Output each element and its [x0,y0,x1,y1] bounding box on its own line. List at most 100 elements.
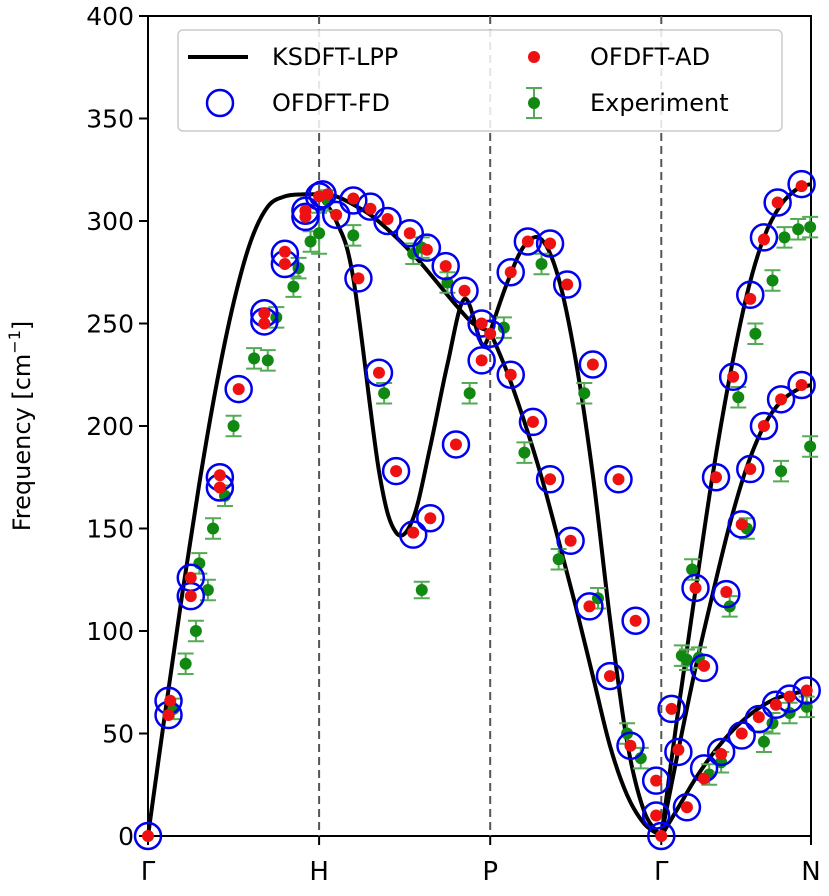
ofdft-fd-point-57 [718,362,748,392]
ofdft-fd-point-47 [616,731,645,761]
ofdft-fd-point-60 [736,454,765,484]
experiment-point-11 [285,275,302,298]
ofdft-ad-point-43 [544,473,557,486]
experiment-point-21 [461,381,478,405]
ofdft-ad-point-10 [278,245,291,258]
ofdft-ad-point-35 [544,237,557,250]
experiment-point-41 [755,730,772,753]
y-tick-label-2: 100 [86,617,134,646]
ksdft-lpp-lines [146,182,812,838]
experiment-point-2 [187,619,204,643]
ofdft-ad-point-38 [612,473,625,486]
ofdft-ad-point-44 [564,534,577,547]
ofdft-ad-point-11 [278,258,291,271]
legend-ofdft-fd-label: OFDFT-FD [272,89,390,117]
x-tick-label-4: N [801,857,820,887]
ofdft-ad-point-37 [586,358,599,371]
experiment-point-49 [802,435,819,458]
ofdft-ad-point-16 [330,208,343,221]
ofdft-ad-point-62 [757,420,770,432]
legend-experiment-label: Experiment [590,89,729,117]
ofdft-ad-point-28 [407,526,420,539]
ofdft-ad-point-24 [475,317,488,330]
ofdft-ad-point-71 [769,698,782,711]
ofdft-fd-point-53 [681,573,710,603]
ofdft-fd-point-31 [467,346,496,375]
ofdft-ad-point-66 [795,379,808,391]
ofdft-fd-point-48 [641,801,671,830]
experiment-point-3 [191,552,208,575]
ofdft-ad-point-15 [321,188,334,201]
ofdft-ad-point-6 [213,481,226,494]
ofdft-fd-point-26 [364,358,394,387]
ofdft-ad-point-58 [735,518,748,531]
x-tick-label-1: H [309,857,329,887]
ofdft-fd-point-72 [775,684,804,713]
ofdft-ad-point-0 [142,830,154,842]
ofdft-fd-point-28 [398,520,428,549]
ofdft-fd-point-27 [381,456,411,486]
x-tick-label-2: P [482,857,498,887]
ofdft-fd-point-29 [416,504,445,533]
ofdft-fd-point-55 [701,463,731,492]
experiment-point-8 [246,347,263,370]
ofdft-fd-point-22 [431,251,460,281]
ofdft-ad-point-5 [213,469,226,482]
ofdft-fd-point-58 [727,510,756,539]
ofdft-fd-point-13 [291,202,320,232]
ofdft-ad-point-63 [771,196,784,209]
ofdft-ad-point-39 [629,614,642,627]
ofdft-fd-point-35 [535,229,565,258]
experiment-point-44 [773,459,790,483]
y-tick-label-1: 50 [102,720,134,749]
ofdft-fd-point-49 [647,821,676,851]
ofdft-fd-point-34 [513,227,543,256]
ofdft-fd-point-62 [749,411,779,441]
ofdft-ad-point-70 [752,711,765,724]
y-tick-label-4: 200 [86,412,134,441]
ofdft-ad-point-4 [184,590,197,603]
ofdft-fd-point-71 [761,690,791,720]
ofdft-fd-point-32 [475,319,505,348]
y-axis-label-main: Frequency [cm [8,354,36,532]
ofdft-ad-point-19 [381,212,394,225]
experiment-point-26 [550,548,567,571]
ofdft-ad-point-3 [184,571,197,584]
experiment-point-16 [345,224,362,247]
ofdft-ad-point-2 [164,694,177,707]
legend: KSDFT-LPP OFDFT-AD OFDFT-FD Experiment [177,29,783,132]
ofdft-fd-point-64 [766,385,796,414]
experiment-point-50 [802,215,819,239]
ofdft-fd-point-24 [467,309,496,338]
ofdft-ad-point-68 [715,748,728,760]
ofdft-ad-point-64 [775,393,788,406]
ofdft-fd-point-56 [712,579,741,609]
ofdft-ad-point-33 [504,266,517,279]
ofdft-fd-point-46 [595,661,625,691]
ofdft-ad-point-27 [390,465,403,478]
ofdft-fd-point-66 [787,370,816,400]
ofdft-fd-point-61 [749,223,779,252]
ofdft-ad-point-42 [526,415,539,428]
ofdft-fd-point-51 [664,737,693,767]
y-axis-label-sup: −1 [5,330,24,354]
ofdft-ad-point-51 [672,743,685,756]
ofdft-ad-point-72 [783,690,796,703]
legend-ksdft-lpp-label: KSDFT-LPP [272,43,398,71]
ofdft-fd-point-73 [792,676,821,705]
ofdft-fd-point-40 [641,766,671,795]
ofdft-ad-point-45 [583,600,596,613]
experiment-point-27 [576,381,593,405]
ofdft-fd-point-33 [496,258,525,287]
ofdft-fd-point-54 [689,653,719,683]
ksdft-branch-1 [318,192,492,334]
legend-box [177,29,783,132]
experiment-point-38 [730,386,747,409]
ofdft-ad-point-34 [521,235,534,248]
x-tick-label-0: Γ [141,857,156,887]
ofdft-ad-point-46 [603,670,616,683]
ofdft-ad-point-55 [710,471,723,484]
ksdft-branch-6 [659,383,812,837]
ofdft-ad-point-54 [698,659,711,672]
